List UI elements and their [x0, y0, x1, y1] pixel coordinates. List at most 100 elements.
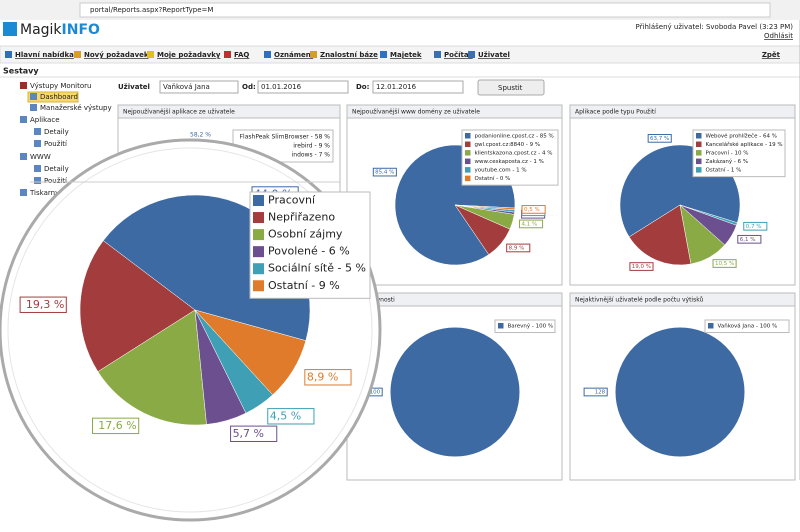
tree-icon — [34, 140, 41, 147]
legend-box — [461, 129, 559, 186]
legend-item: Sociální sítě - 5 % — [268, 262, 366, 275]
menu-item[interactable]: Hlavní nabídka — [15, 51, 74, 59]
menu-item[interactable]: Nový požadavek — [84, 50, 149, 59]
value-label: 85,4 % — [375, 170, 394, 176]
value-label-box — [737, 234, 762, 244]
tree-item[interactable]: Použití — [44, 140, 68, 148]
legend-item: klientskazona.cpost.cz - 4 % — [475, 150, 553, 156]
legend-swatch — [253, 246, 264, 258]
legend-swatch — [253, 195, 264, 206]
tree-item[interactable]: Detaily — [44, 165, 69, 173]
back[interactable]: Zpět — [762, 51, 781, 59]
tree-item[interactable]: WWW — [30, 153, 51, 161]
legend-item: Ostatní - 9 % — [268, 279, 340, 292]
menu-icon — [147, 51, 154, 58]
user-info: Přihlášený uživatel: Svoboda Pavel (3:23… — [636, 23, 794, 31]
tree-item[interactable]: Aplikace — [30, 116, 60, 124]
filter-label: Uživatel — [118, 83, 150, 91]
pie-slice — [389, 326, 521, 458]
legend-swatch — [253, 280, 264, 292]
logo-a: Magik — [20, 22, 62, 38]
menu-icon — [264, 51, 271, 58]
logo-icon — [3, 22, 17, 36]
pie-slice — [97, 309, 207, 426]
legend-swatch — [696, 158, 702, 165]
tree-item[interactable]: Výstupy Monitoru — [30, 82, 91, 90]
value-label-box — [267, 408, 315, 425]
legend-item: youtube.com - 1 % — [475, 167, 527, 173]
legend-swatch — [696, 167, 702, 173]
value-label: 100 — [370, 390, 381, 396]
tree-selected — [27, 91, 79, 103]
date-value: 01.01.2016 — [261, 83, 302, 91]
value-label: 128 — [595, 390, 606, 396]
run-label: Spustit — [498, 84, 523, 92]
value-label-box — [712, 259, 737, 268]
legend-swatch — [465, 167, 471, 173]
tree-item[interactable]: Detaily — [44, 128, 69, 136]
legend-box — [704, 319, 790, 334]
legend-box — [692, 129, 786, 178]
menu-item[interactable]: Moje požadavky — [157, 51, 221, 59]
value-label: 4,1 % — [521, 221, 537, 227]
menu-icon — [434, 51, 441, 58]
menu-icon — [310, 51, 317, 58]
logo-b: INFO — [62, 22, 100, 38]
legend-swatch — [696, 141, 702, 148]
value-label-box — [230, 425, 278, 442]
legend-item: irebird - 9 % — [293, 143, 330, 150]
tree-item[interactable]: Manažerské výstupy — [40, 104, 112, 112]
tree-item[interactable]: Použití — [44, 177, 68, 185]
legend-swatch — [465, 150, 471, 156]
value-label: 0,5 % — [524, 207, 540, 213]
legend-item: www.ceskaposta.cz - 1 % — [475, 159, 544, 165]
tree-item[interactable]: Tiskarny — [29, 189, 59, 197]
menu-item[interactable]: FAQ — [234, 51, 249, 59]
legend-swatch — [253, 229, 264, 241]
legend-swatch — [498, 323, 504, 329]
panel-title: Nejpoužívanější www domény ze uživatele — [352, 109, 480, 116]
menu-icon — [380, 51, 387, 58]
panel-title: Nejpoužívanější aplikace ze uživatele — [123, 109, 235, 116]
panel-header — [569, 292, 796, 307]
url: portal/Reports.aspx?ReportType=M — [90, 6, 213, 14]
date-input[interactable] — [257, 80, 349, 94]
legend-item: Pracovní - 10 % — [706, 149, 749, 156]
menu-icon — [5, 51, 12, 58]
menu-item[interactable]: Oznámení — [274, 51, 314, 59]
value-label-box — [372, 167, 397, 177]
tree-item[interactable]: Dashboard — [40, 93, 78, 101]
value-label: 58,2 % — [190, 132, 211, 139]
legend-item: podanionline.cpost.cz - 85 % — [475, 133, 554, 139]
panel-title: Nejaktivnější uživatelé podle počtu výti… — [575, 297, 704, 304]
legend-item: Nepřiřazeno — [268, 211, 335, 224]
address-bar[interactable] — [79, 2, 771, 18]
legend-swatch — [696, 133, 702, 139]
legend-swatch — [465, 141, 471, 148]
pie-slice — [614, 326, 746, 458]
menu-item[interactable]: Počítač — [444, 51, 473, 59]
select[interactable] — [159, 80, 239, 94]
tree-icon — [30, 104, 37, 111]
legend-item: Zakázaný - 6 % — [706, 158, 749, 165]
legend-swatch — [465, 175, 471, 182]
value-label: 10,5 % — [715, 261, 734, 267]
tree-icon — [20, 116, 27, 123]
tree-icon — [34, 128, 41, 135]
value-label-box — [92, 417, 140, 435]
panel-title: Aplikace podle typu Použití — [575, 109, 656, 116]
legend-swatch — [708, 323, 714, 329]
legend-item: Ostatní - 0 % — [475, 175, 511, 182]
select-value: Vaňková Jana — [163, 83, 210, 91]
value-label-box — [304, 369, 352, 386]
legend-box — [494, 319, 556, 334]
value-label: 8,9 % — [509, 245, 525, 251]
menu-item[interactable]: Majetek — [390, 51, 422, 59]
date-input[interactable] — [372, 80, 464, 94]
legend-item: Povolené - 6 % — [268, 245, 350, 258]
logout[interactable]: Odhlásit — [764, 32, 793, 40]
menu-item[interactable]: Uživatel — [478, 51, 510, 59]
legend-item: Webové prohlížeče - 64 % — [706, 132, 777, 139]
menu-item[interactable]: Znalostní báze — [320, 51, 378, 59]
run-button[interactable] — [477, 79, 545, 96]
